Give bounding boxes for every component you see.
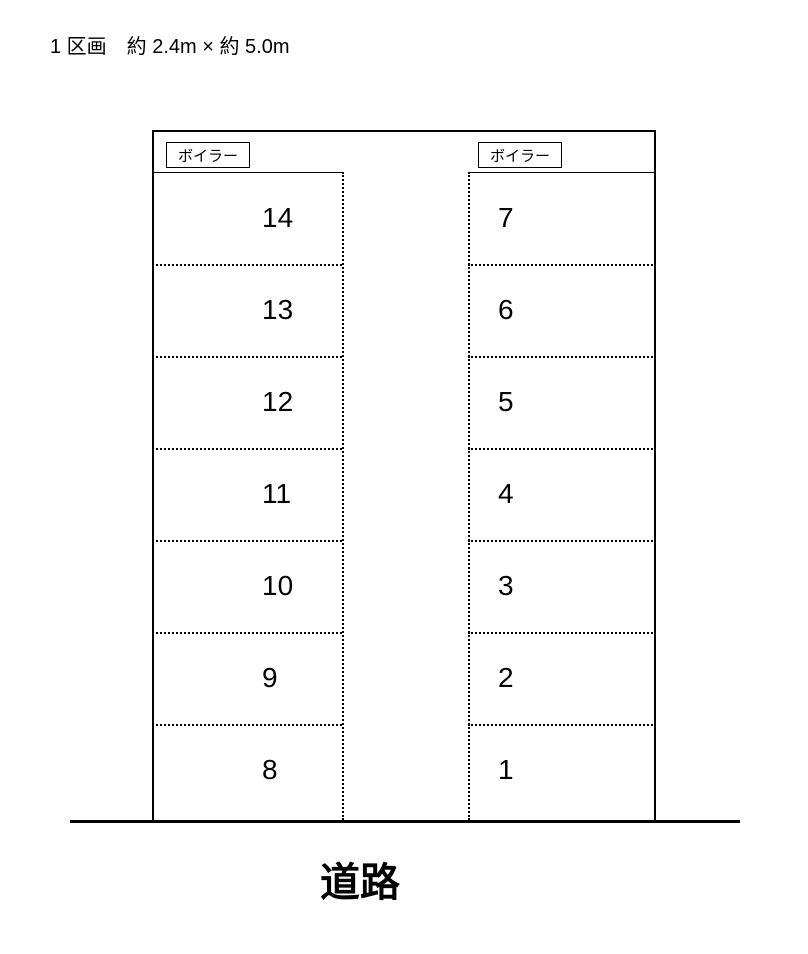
slot-divider-right-0 — [468, 172, 656, 173]
slot-label-7: 7 — [498, 202, 514, 234]
slot-divider-left-3 — [152, 448, 342, 450]
slot-divider-right-3 — [468, 448, 656, 450]
lot-outline — [152, 130, 656, 820]
aisle-edge-right — [468, 172, 470, 820]
slot-label-10: 10 — [262, 570, 293, 602]
slot-divider-left-0 — [152, 172, 342, 173]
road-line — [70, 820, 740, 823]
boiler-box-2: ボイラー — [478, 142, 562, 168]
slot-label-6: 6 — [498, 294, 514, 326]
slot-label-12: 12 — [262, 386, 293, 418]
slot-divider-right-2 — [468, 356, 656, 358]
slot-divider-left-4 — [152, 540, 342, 542]
slot-label-13: 13 — [262, 294, 293, 326]
parking-diagram: 1 区画 約 2.4m × 約 5.0m 14 13 12 11 10 9 8 7 6 5 4 3 2 1… — [0, 0, 808, 954]
road-label: 道路 — [320, 850, 400, 908]
slot-label-2: 2 — [498, 662, 514, 694]
aisle-edge-left — [342, 172, 344, 820]
slot-label-5: 5 — [498, 386, 514, 418]
slot-divider-right-1 — [468, 264, 656, 266]
boiler-box-1: ボイラー — [166, 142, 250, 168]
dimensions-caption: 1 区画 約 2.4m × 約 5.0m — [50, 30, 290, 59]
slot-label-11: 11 — [262, 478, 291, 510]
slot-divider-right-6 — [468, 724, 656, 726]
slot-label-3: 3 — [498, 570, 514, 602]
slot-divider-left-6 — [152, 724, 342, 726]
slot-label-14: 14 — [262, 202, 293, 234]
slot-divider-left-2 — [152, 356, 342, 358]
slot-label-4: 4 — [498, 478, 514, 510]
slot-label-1: 1 — [498, 754, 514, 786]
slot-divider-right-5 — [468, 632, 656, 634]
slot-label-8: 8 — [262, 754, 278, 786]
slot-divider-left-5 — [152, 632, 342, 634]
slot-divider-left-1 — [152, 264, 342, 266]
slot-label-9: 9 — [262, 662, 278, 694]
slot-divider-right-4 — [468, 540, 656, 542]
